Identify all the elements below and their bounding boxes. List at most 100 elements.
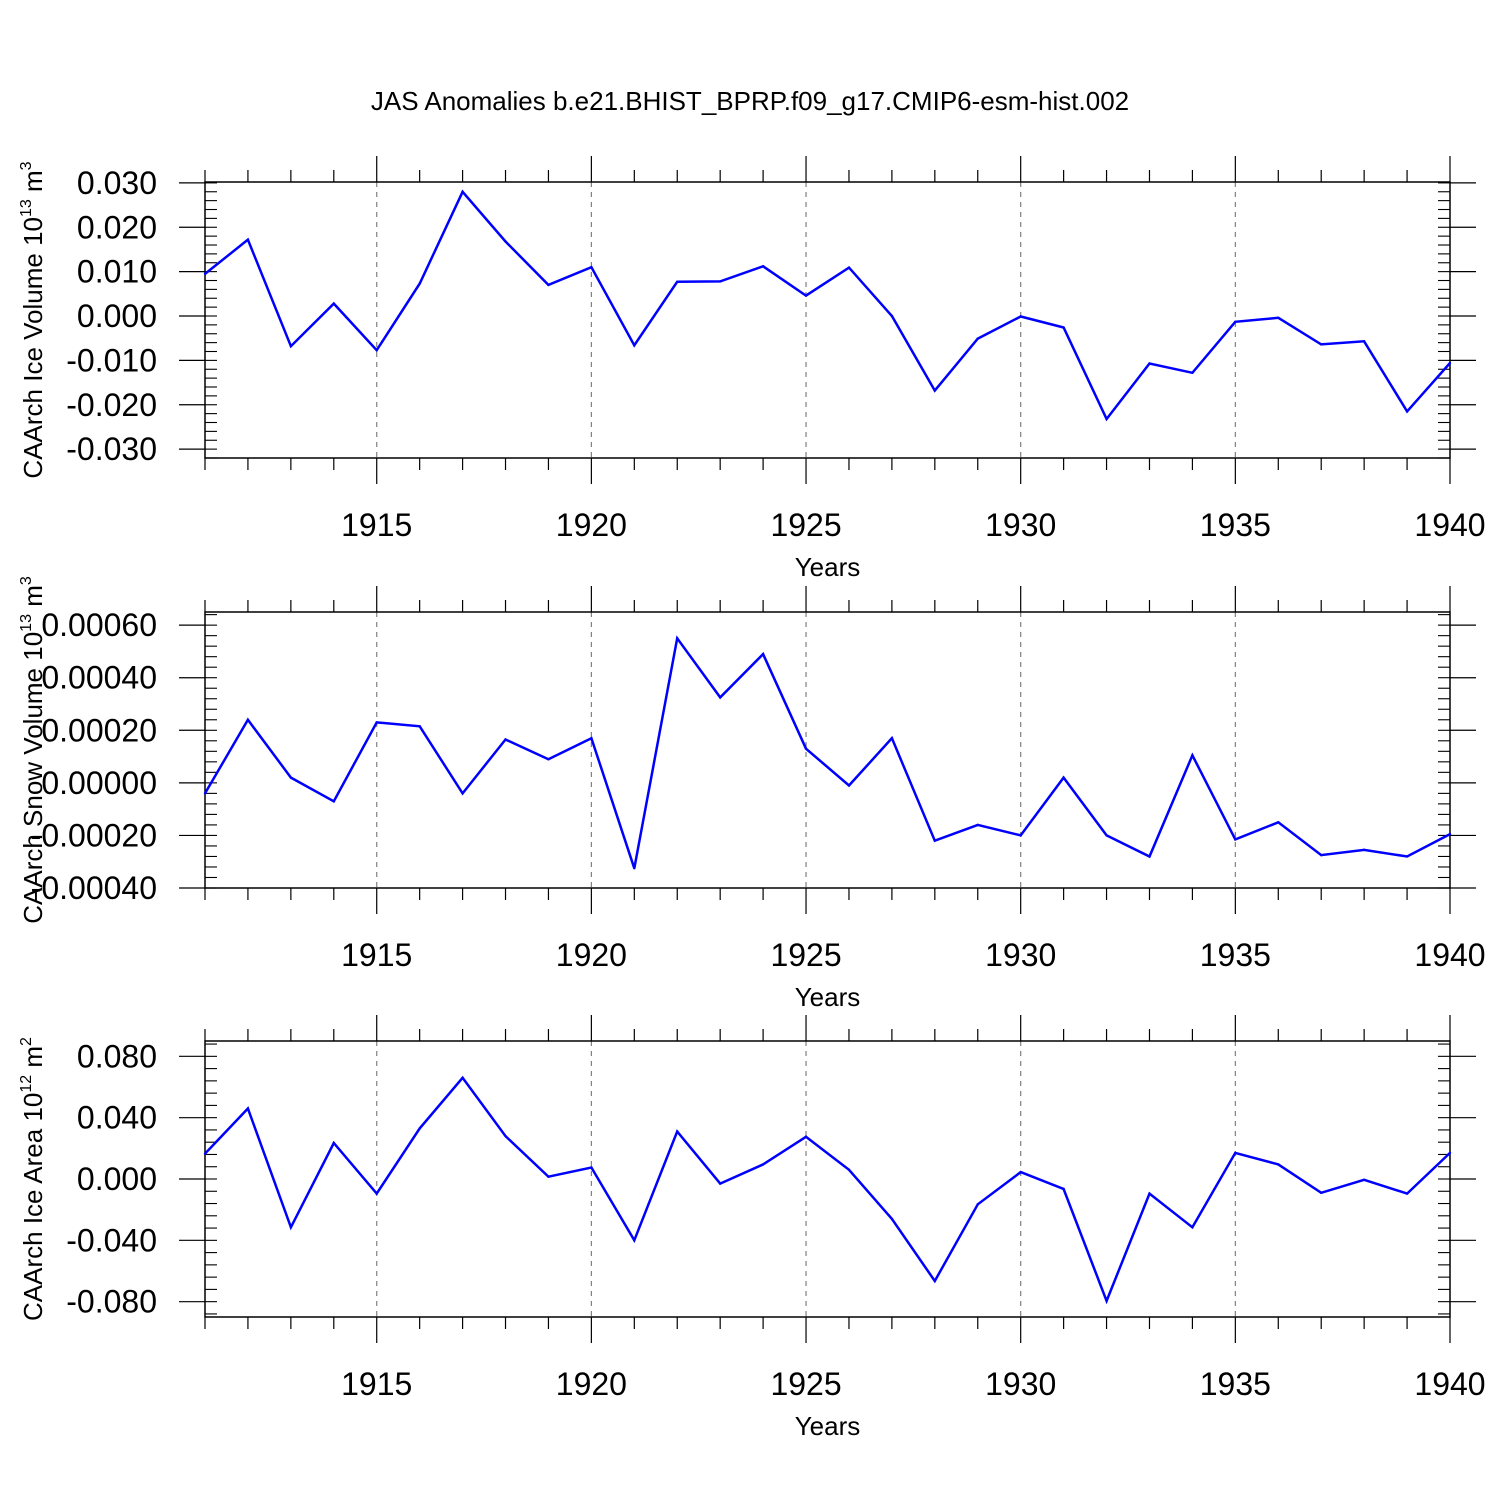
- y-tick-label: -0.010: [66, 342, 157, 378]
- data-point: [203, 792, 207, 795]
- data-point: [504, 738, 507, 741]
- data-point: [1277, 1163, 1280, 1166]
- data-point: [761, 652, 765, 656]
- y-tick-label: 0.00020: [41, 712, 157, 748]
- chart-panel-1: 0.030 0.020 0.010 0.000 -0.010 -0.020 -0.030 19…: [18, 156, 1486, 582]
- y-tick-label: -0.00020: [31, 817, 157, 853]
- data-point: [976, 1203, 979, 1206]
- y-tick-label: 0.000: [77, 298, 157, 334]
- plot-frame: [204, 181, 1451, 459]
- x-tick-label: 1915: [341, 1366, 412, 1402]
- data-point: [1405, 855, 1409, 858]
- y-tick-label: 0.020: [77, 209, 157, 245]
- data-point: [1191, 371, 1194, 375]
- data-point: [1105, 1299, 1108, 1303]
- data-point: [203, 1152, 207, 1155]
- data-point: [246, 718, 250, 721]
- y-tick-label: 0.030: [77, 165, 157, 201]
- chart-panel-2: 0.00060 0.00040 0.00020 0.00000 -0.00020 -0.0…: [18, 576, 1486, 1012]
- chart-panel-3: 0.080 0.040 0.000 -0.040 -0.080 1915 1920 1925 1…: [18, 1015, 1486, 1441]
- data-point: [676, 280, 679, 284]
- data-point: [289, 344, 293, 348]
- data-point: [1362, 1178, 1366, 1181]
- data-point: [933, 1279, 937, 1283]
- y-tick-label: 0.00000: [41, 765, 157, 801]
- series-line: [204, 1075, 1451, 1305]
- data-point: [804, 747, 808, 750]
- data-point: [461, 792, 464, 795]
- data-point: [676, 637, 679, 640]
- data-point: [933, 839, 937, 842]
- data-point: [418, 1127, 421, 1130]
- data-point: [590, 736, 593, 740]
- x-tick-label: 1920: [556, 507, 627, 543]
- data-point: [804, 294, 808, 297]
- data-point: [504, 240, 507, 243]
- data-point: [1320, 853, 1323, 857]
- x-axis-label: Years: [795, 552, 861, 582]
- data-point: [1448, 832, 1452, 836]
- data-point: [976, 337, 979, 340]
- data-point: [676, 1130, 679, 1133]
- data-point: [504, 1134, 507, 1138]
- y-tick-label: 0.00040: [41, 660, 157, 696]
- data-point: [375, 721, 378, 724]
- plot-frame: [204, 1040, 1451, 1318]
- x-tick-label: 1940: [1414, 1366, 1485, 1402]
- data-point: [1148, 855, 1151, 858]
- x-tick-label: 1920: [556, 937, 627, 973]
- data-point: [461, 1076, 464, 1080]
- data-point: [890, 1217, 894, 1221]
- data-point: [1234, 838, 1237, 841]
- data-point: [718, 696, 722, 699]
- data-point: [1062, 326, 1065, 329]
- data-point: [1105, 834, 1108, 837]
- data-point: [1234, 1151, 1237, 1155]
- data-point: [718, 1182, 722, 1185]
- data-point: [1062, 1187, 1065, 1191]
- data-point: [633, 1239, 636, 1242]
- data-point: [1062, 776, 1065, 779]
- data-point: [633, 867, 636, 870]
- data-point: [633, 344, 636, 347]
- y-tick-label: 0.040: [77, 1100, 157, 1136]
- data-point: [203, 272, 207, 276]
- x-tick-label: 1930: [985, 937, 1056, 973]
- data-point: [332, 800, 335, 803]
- y-tick-label: 0.00060: [41, 607, 157, 643]
- y-axis-label: CAArch Ice Area 1012 m2: [18, 1037, 48, 1321]
- data-point: [332, 1141, 335, 1145]
- data-point: [375, 348, 378, 352]
- x-tick-label: 1925: [770, 507, 841, 543]
- x-tick-label: 1940: [1414, 507, 1485, 543]
- data-point: [847, 1168, 851, 1172]
- data-point: [375, 1192, 378, 1195]
- x-axis-label: Years: [795, 982, 861, 1012]
- series-line: [204, 189, 1451, 422]
- data-point: [847, 784, 851, 787]
- data-point: [461, 190, 464, 193]
- data-point: [246, 238, 250, 241]
- y-tick-label: -0.020: [66, 387, 157, 423]
- x-tick-label: 1935: [1200, 507, 1271, 543]
- data-point: [289, 1226, 293, 1229]
- data-point: [718, 280, 722, 283]
- x-axis-label: Years: [795, 1411, 861, 1441]
- data-point: [1405, 410, 1409, 413]
- data-point: [1362, 340, 1366, 343]
- data-point: [289, 776, 293, 779]
- data-point: [1448, 1151, 1452, 1155]
- data-point: [1148, 362, 1151, 365]
- data-point: [1320, 343, 1323, 346]
- x-tick-label: 1930: [985, 507, 1056, 543]
- data-point: [1019, 315, 1022, 318]
- data-point: [332, 302, 335, 305]
- plot-frame: [204, 611, 1451, 889]
- y-tick-label: -0.030: [66, 431, 157, 467]
- y-axis-label: CAArch Snow Volume 1013 m3: [18, 576, 48, 924]
- data-point: [1405, 1192, 1409, 1195]
- y-tick-label: -0.040: [66, 1222, 157, 1258]
- data-point: [1448, 361, 1452, 365]
- data-point: [418, 725, 421, 728]
- data-point: [1234, 320, 1237, 323]
